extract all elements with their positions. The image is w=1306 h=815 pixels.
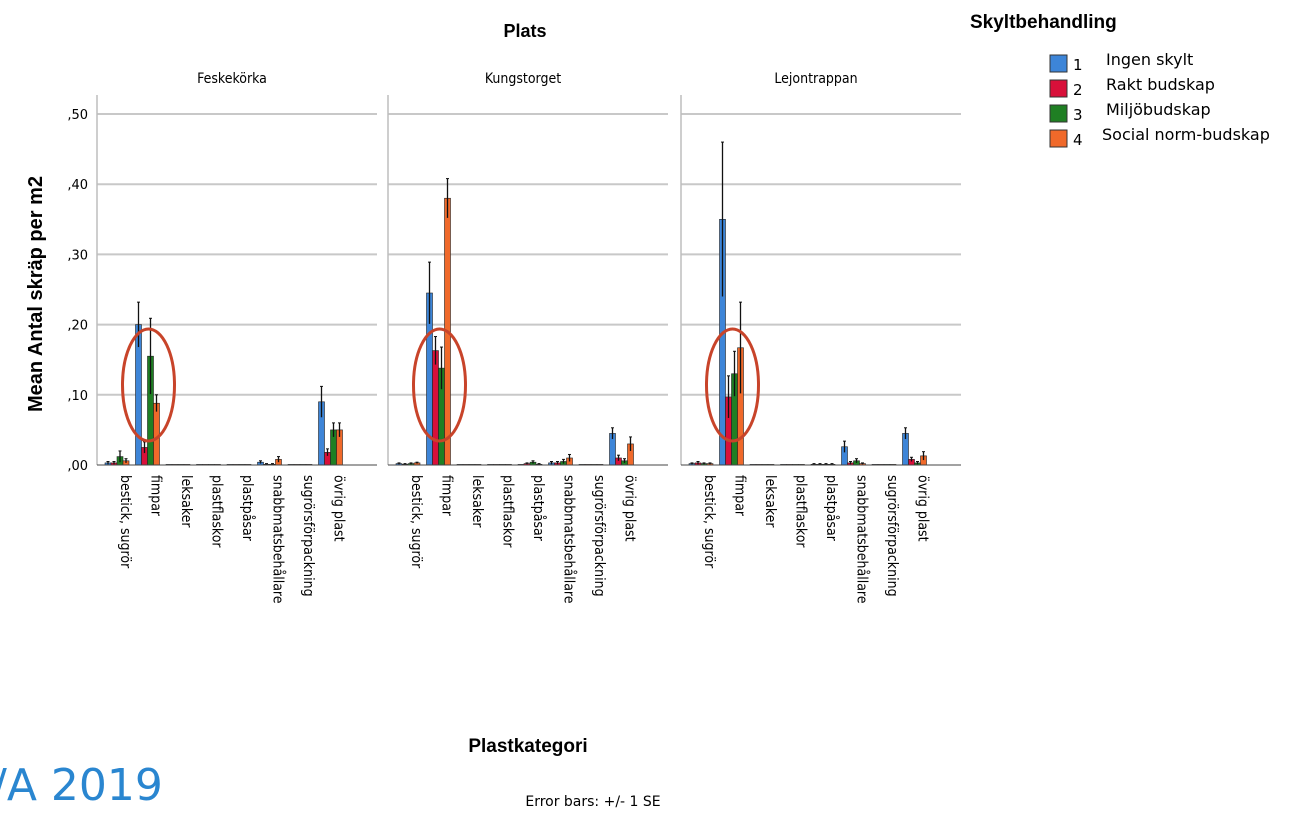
- category-tick-label: snabbmatsbehållare: [561, 475, 578, 604]
- bars-layer: [104, 141, 927, 466]
- legend-label: Ingen skylt: [1106, 50, 1193, 69]
- annotation-circle: [705, 327, 760, 443]
- category-tick-label: fimpar: [439, 475, 455, 517]
- category-tick-label: leksaker: [178, 475, 194, 528]
- legend-code: 3: [1073, 106, 1083, 124]
- category-tick-label: bestick, sugrör: [117, 475, 133, 569]
- error-bars-footnote: Error bars: +/- 1 SE: [525, 794, 660, 810]
- chart-title: Plats: [503, 21, 546, 41]
- y-tick-label: ,40: [67, 178, 88, 193]
- category-tick-label: övrig plast: [915, 475, 931, 542]
- legend-code: 2: [1073, 81, 1083, 99]
- category-tick-label: sugrörsförpackning: [591, 475, 607, 597]
- legend-swatch-3: [1049, 104, 1068, 123]
- grid-layer: [97, 113, 961, 396]
- category-tick-label: bestick, sugrör: [408, 475, 424, 569]
- legend-swatch-4: [1049, 129, 1068, 148]
- category-tick-label: fimpar: [148, 475, 164, 517]
- category-tick-label: leksaker: [762, 475, 778, 528]
- y-tick-label: ,30: [67, 248, 88, 263]
- legend: Skyltbehandling 1 Ingen skylt 2 Rakt budska…: [970, 12, 1270, 149]
- bar: [153, 402, 160, 466]
- legend-code: 1: [1073, 56, 1083, 74]
- category-tick-label: sugrörsförpackning: [300, 475, 316, 597]
- y-tick-label: ,10: [67, 389, 88, 404]
- y-tick-label: ,00: [67, 459, 88, 474]
- legend-swatch-1: [1049, 54, 1068, 73]
- panel-title-1: Kungstorget: [485, 71, 561, 87]
- category-tick-label: plastflaskor: [500, 475, 516, 548]
- panel-title-0: Feskekörka: [197, 71, 267, 87]
- legend-label: Rakt budskap: [1106, 75, 1215, 94]
- category-tick-label: bestick, sugrör: [701, 475, 717, 569]
- legend-label: Social norm-budskap: [1102, 125, 1270, 144]
- legend-title: Skyltbehandling: [970, 12, 1117, 33]
- x-axis-label: Plastkategori: [468, 736, 587, 757]
- annotation-circles: [121, 327, 760, 443]
- category-tick-label: snabbmatsbehållare: [270, 475, 287, 604]
- annotation-circle: [412, 327, 467, 443]
- legend-code: 4: [1073, 131, 1083, 149]
- axis-layer: ,00 ,10 ,20 ,30 ,40 ,50 Feskekörka bestick, sug…: [67, 71, 961, 604]
- category-tick-label: leksaker: [469, 475, 485, 528]
- legend-label: Miljöbudskap: [1106, 100, 1211, 119]
- annotation-circle: [121, 327, 176, 443]
- category-tick-label: sugrörsförpackning: [884, 475, 900, 597]
- category-tick-label: plastflaskor: [209, 475, 225, 548]
- category-tick-label: plastpåsar: [530, 475, 547, 542]
- legend-swatch-2: [1049, 79, 1068, 98]
- y-axis-label: Mean Antal skräp per m2: [25, 176, 47, 412]
- category-tick-label: övrig plast: [622, 475, 638, 542]
- watermark-text: /A 2019: [0, 760, 163, 810]
- category-tick-label: plastpåsar: [239, 475, 256, 542]
- category-tick-label: plastflaskor: [793, 475, 809, 548]
- panel-title-2: Lejontrappan: [774, 71, 857, 87]
- category-tick-label: fimpar: [732, 475, 748, 517]
- bar: [432, 350, 439, 466]
- y-tick-label: ,50: [67, 108, 88, 123]
- category-tick-label: plastpåsar: [823, 475, 840, 542]
- category-tick-label: snabbmatsbehållare: [854, 475, 871, 604]
- category-tick-label: övrig plast: [331, 475, 347, 542]
- y-tick-label: ,20: [67, 319, 88, 334]
